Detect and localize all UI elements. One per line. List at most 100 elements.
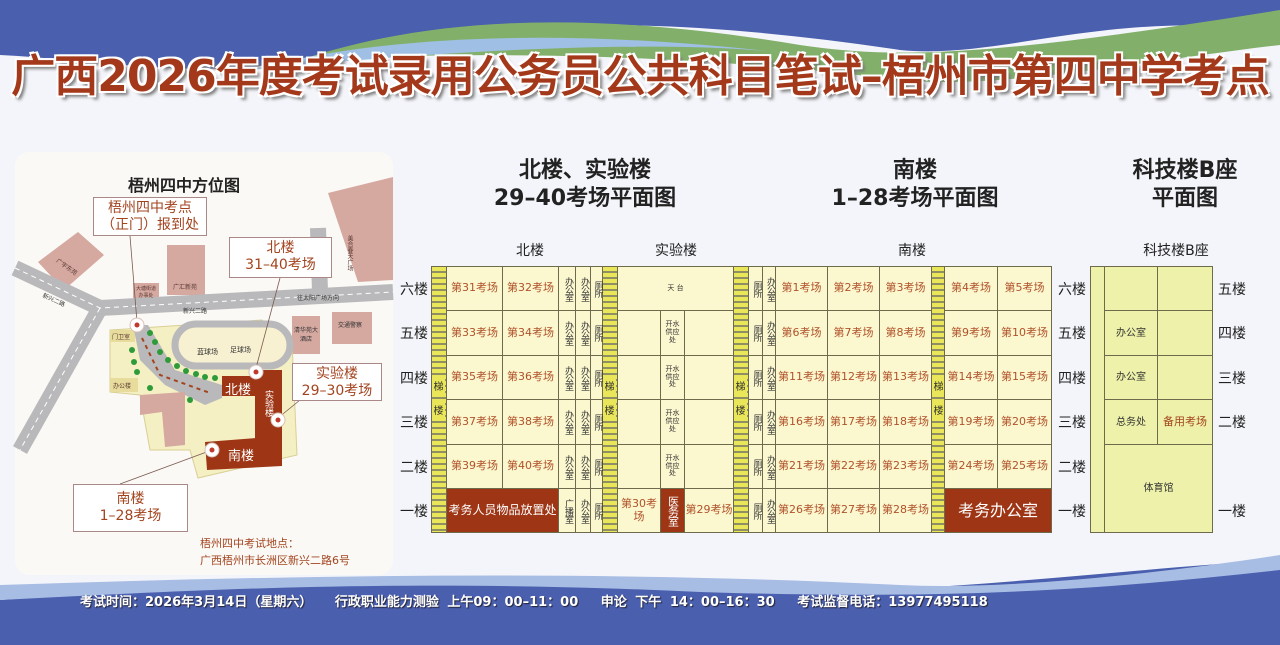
callout-north-line2: 31–40考场 xyxy=(245,257,316,273)
map-buildings xyxy=(38,177,393,354)
building-police xyxy=(332,312,372,344)
label-lab-building: 实验楼 xyxy=(263,390,273,417)
exam-affairs-office: 考务办公室 xyxy=(944,488,1052,533)
facility: 办公室 xyxy=(558,444,576,489)
water-supply: 开水供应处 xyxy=(660,310,685,356)
sports-track xyxy=(171,320,294,370)
map-title: 梧州四中方位图 xyxy=(128,176,241,195)
label-police: 交通警察 xyxy=(338,322,363,329)
callout-lab: 实验楼 29–30考场 xyxy=(292,363,382,401)
exam-am-session: 行政职业能力测验 上午09：00–11：00 xyxy=(334,595,579,610)
title-line1: 北楼、实验楼 xyxy=(518,158,651,183)
building-qinghua xyxy=(292,316,320,354)
callout-north: 北楼 31–40考场 xyxy=(229,237,332,278)
lab-room xyxy=(617,399,661,445)
facility: 厕所 xyxy=(590,266,603,311)
exam-room: 第40考场 xyxy=(502,444,559,489)
lab-room xyxy=(684,310,734,356)
exam-room: 第36考场 xyxy=(502,355,559,400)
label-office: 办公楼 xyxy=(113,383,132,390)
facility: 办公室 xyxy=(575,310,591,356)
stair-label: 梯 xyxy=(432,378,445,393)
exam-room: 第15考场 xyxy=(997,355,1052,400)
exam-room: 第19考场 xyxy=(944,399,998,445)
building-meihe xyxy=(328,177,393,282)
medical-room: 医务室 xyxy=(660,488,685,533)
lab-room xyxy=(684,355,734,400)
exam-room: 第14考场 xyxy=(944,355,998,400)
stair-label: 梯 xyxy=(734,378,747,393)
facility: 办公室 xyxy=(762,488,776,533)
leader-lines xyxy=(119,235,301,485)
tech-building-label: 科技楼B座 xyxy=(1143,243,1209,259)
stair-label: 梯 xyxy=(932,378,945,393)
route-arrows xyxy=(141,337,211,394)
label-south-building: 南楼 xyxy=(228,449,255,464)
exam-room: 第24考场 xyxy=(944,444,998,489)
floor-label-left: 六楼 xyxy=(400,282,428,298)
gatehouse xyxy=(110,330,135,342)
south-plan-title: 南楼 1–28考场平面图 xyxy=(800,157,1030,213)
address-label: 梧州四中考试地点： xyxy=(200,537,299,550)
floor-label-left: 一楼 xyxy=(400,504,428,520)
trees xyxy=(129,330,218,403)
exam-room: 第34考场 xyxy=(502,310,559,356)
floor-label-right: 一楼 xyxy=(1058,504,1086,520)
label-datang: 大塘街道办事处 xyxy=(135,286,156,299)
exam-room: 第18考场 xyxy=(879,399,932,445)
facility: 办公室 xyxy=(762,355,776,400)
exam-room: 第38考场 xyxy=(502,399,559,445)
callout-south-line1: 南楼 xyxy=(116,491,145,507)
label-qinghua: 清华苑大酒店 xyxy=(294,327,319,343)
floor-label-left: 四楼 xyxy=(400,371,428,387)
building-guanghui xyxy=(167,245,205,295)
water-supply: 开水供应处 xyxy=(660,399,685,445)
facility: 厕所 xyxy=(590,310,603,356)
label-direction: 往太阳广场方向 xyxy=(297,295,340,302)
exam-room: 第35考场 xyxy=(446,355,503,400)
facility: 办公室 xyxy=(575,488,591,533)
floor-label-right: 四楼 xyxy=(1058,371,1086,387)
facility: 办公室 xyxy=(575,355,591,400)
office-building xyxy=(110,378,138,392)
title-line1: 南楼 xyxy=(892,158,937,183)
exam-room: 第28考场 xyxy=(879,488,932,533)
facility: 办公室 xyxy=(558,355,576,400)
tech-room xyxy=(1104,266,1158,311)
supervision-phone: 考试监督电话：13977495118 xyxy=(797,595,988,610)
exam-room: 第17考场 xyxy=(827,399,880,445)
exam-room: 第8考场 xyxy=(879,310,932,356)
facility: 厕所 xyxy=(748,355,763,400)
tech-corridor xyxy=(1090,266,1105,533)
tech-room xyxy=(1157,266,1213,311)
stairwell xyxy=(733,266,749,533)
label-north-building: 北楼 xyxy=(225,383,252,398)
exam-room: 第1考场 xyxy=(775,266,828,311)
lab-room xyxy=(617,355,661,400)
tech-floor-label: 一楼 xyxy=(1218,504,1246,520)
building-guangyu xyxy=(38,232,104,290)
label-meihe: 美合春天广场 xyxy=(346,235,353,271)
floor-label-left: 五楼 xyxy=(400,326,428,342)
exam-room: 第33考场 xyxy=(446,310,503,356)
title-line2: 平面图 xyxy=(1151,186,1218,211)
exam-room: 第5考场 xyxy=(997,266,1052,311)
page-title: 广西2026年度考试录用公务员公共科目笔试–梧州市第四中学考点 xyxy=(11,51,1269,102)
exam-room: 第37考场 xyxy=(446,399,503,445)
facility: 厕所 xyxy=(590,355,603,400)
facility: 厕所 xyxy=(748,444,763,489)
stairwell xyxy=(431,266,447,533)
callout-south: 南楼 1–28考场 xyxy=(73,484,188,532)
stair-label: 楼 xyxy=(932,402,945,417)
facility: 厕所 xyxy=(590,399,603,445)
north-lab-plan-title: 北楼、实验楼 29–40考场平面图 xyxy=(470,157,700,213)
exam-room: 第39考场 xyxy=(446,444,503,489)
facility: 办公室 xyxy=(762,266,776,311)
stairwell xyxy=(931,266,945,533)
callout-gate-line1: 梧州四中考点 xyxy=(108,200,192,216)
exam-room: 第12考场 xyxy=(827,355,880,400)
facility: 办公室 xyxy=(558,399,576,445)
stair-label: 楼 xyxy=(603,402,616,417)
exam-room: 第29考场 xyxy=(684,488,734,533)
